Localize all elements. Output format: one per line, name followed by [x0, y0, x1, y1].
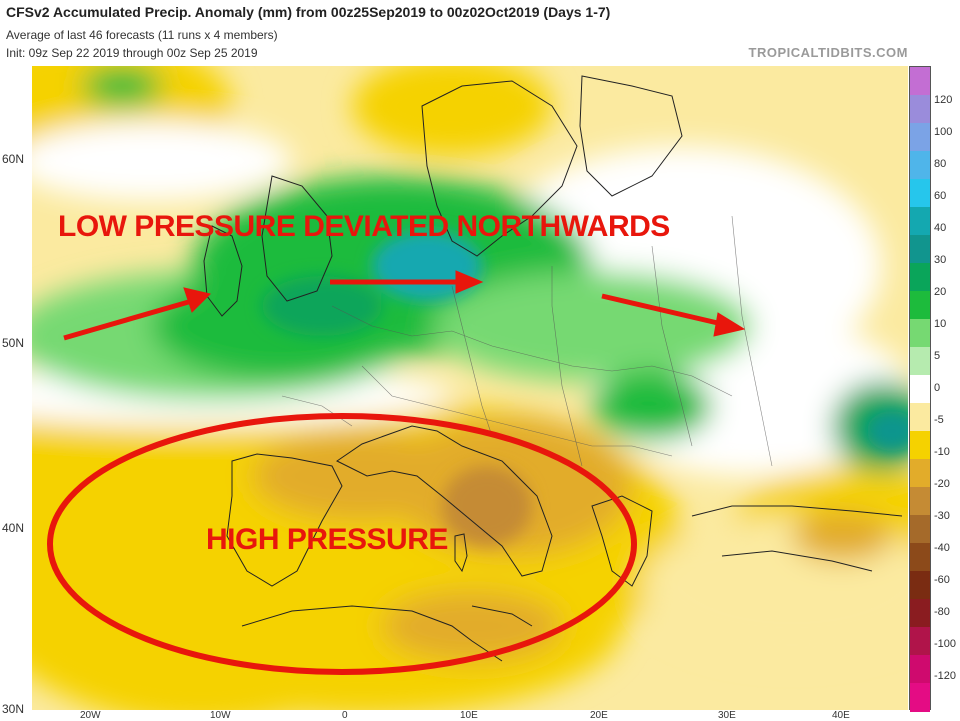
colorbar-swatch — [910, 627, 930, 656]
arrow-east — [601, 293, 723, 327]
colorbar-swatch — [910, 431, 930, 460]
lon-label-20e: 20E — [590, 710, 608, 721]
colorbar-label: -10 — [934, 446, 950, 458]
colorbar-swatch — [910, 67, 930, 96]
arrow-east-head — [713, 312, 746, 337]
colorbar-label: -30 — [934, 510, 950, 522]
colorbar-swatch — [910, 151, 930, 180]
scandinavia-coast — [421, 80, 578, 257]
colorbar-label: 40 — [934, 222, 947, 234]
lat-label-60n: 60N — [2, 152, 25, 166]
high-pressure-ellipse — [47, 413, 637, 675]
colorbar-label: -80 — [934, 606, 950, 618]
colorbar-label: 30 — [934, 254, 947, 266]
colorbar-swatch — [910, 263, 930, 292]
map-canvas — [32, 66, 908, 710]
forecast-average-note: Average of last 46 forecasts (11 runs x … — [6, 28, 278, 42]
colorbar-swatch — [910, 543, 930, 572]
colorbar-label: 100 — [934, 126, 953, 138]
colorbar-label: -40 — [934, 542, 950, 554]
precip-anomaly-map — [32, 66, 908, 710]
source-watermark: TROPICALTIDBITS.COM — [748, 45, 908, 60]
colorbar-label: 80 — [934, 158, 947, 170]
colorbar-swatch — [910, 459, 930, 488]
sicily-coast — [471, 605, 533, 627]
borders — [281, 215, 773, 467]
iberia-coast — [226, 453, 343, 587]
colorbar-swatch — [910, 655, 930, 684]
britain-coast — [261, 175, 333, 302]
colorbar-swatch — [910, 571, 930, 600]
colorbar-label: 20 — [934, 286, 947, 298]
annotation-arrows — [63, 270, 746, 341]
colorbar-swatch — [910, 375, 930, 404]
colorbar-swatch — [910, 683, 930, 712]
arrow-west-head — [183, 287, 211, 313]
arrow-center-head — [455, 270, 484, 294]
finland-coast — [579, 75, 683, 197]
colorbar-label: 10 — [934, 318, 947, 330]
colorbar-label: -20 — [934, 478, 950, 490]
colorbar — [909, 66, 931, 712]
colorbar-swatch — [910, 599, 930, 628]
colorbar-swatch — [910, 487, 930, 516]
arrow-west — [63, 298, 193, 341]
lon-label-10e: 10E — [460, 710, 478, 721]
black-sea-coast — [691, 505, 903, 517]
lon-label-20w: 20W — [80, 710, 101, 721]
colorbar-swatch — [910, 207, 930, 236]
lon-label-10w: 10W — [210, 710, 231, 721]
colorbar-label: 120 — [934, 94, 953, 106]
colorbar-swatch — [910, 179, 930, 208]
low-pressure-annotation: LOW PRESSURE DEVIATED NORTHWARDS — [58, 210, 670, 243]
colorbar-label: -60 — [934, 574, 950, 586]
colorbar-label: 0 — [934, 382, 941, 394]
colorbar-swatch — [910, 123, 930, 152]
colorbar-label: 5 — [934, 350, 941, 362]
colorbar-label: -5 — [934, 414, 944, 426]
north-africa-coast — [241, 605, 503, 662]
colorbar-swatch — [910, 347, 930, 376]
lon-label-30e: 30E — [718, 710, 736, 721]
colorbar-label: 60 — [934, 190, 947, 202]
high-pressure-annotation: HIGH PRESSURE — [206, 523, 448, 556]
header: CFSv2 Accumulated Precip. Anomaly (mm) f… — [0, 0, 960, 66]
balkans-coast — [591, 495, 653, 587]
sardinia-coast — [454, 533, 468, 573]
colorbar-label: -100 — [934, 638, 957, 650]
colorbar-swatch — [910, 515, 930, 544]
lat-label-50n: 50N — [2, 336, 25, 350]
colorbar-label: -120 — [934, 670, 957, 682]
colorbar-swatch — [910, 291, 930, 320]
lat-label-40n: 40N — [2, 521, 25, 535]
lon-label-40e: 40E — [832, 710, 850, 721]
init-time-note: Init: 09z Sep 22 2019 through 00z Sep 25… — [6, 46, 258, 60]
lat-label-30n: 30N — [2, 702, 25, 716]
lon-label-0: 0 — [342, 710, 348, 721]
italy-coast — [336, 425, 553, 577]
colorbar-swatch — [910, 403, 930, 432]
coastlines — [203, 75, 903, 662]
colorbar-swatch — [910, 319, 930, 348]
colorbar-swatch — [910, 235, 930, 264]
map-title: CFSv2 Accumulated Precip. Anomaly (mm) f… — [6, 4, 611, 20]
colorbar-swatch — [910, 95, 930, 124]
ireland-coast — [203, 225, 243, 317]
anatolia-coast — [721, 550, 873, 572]
